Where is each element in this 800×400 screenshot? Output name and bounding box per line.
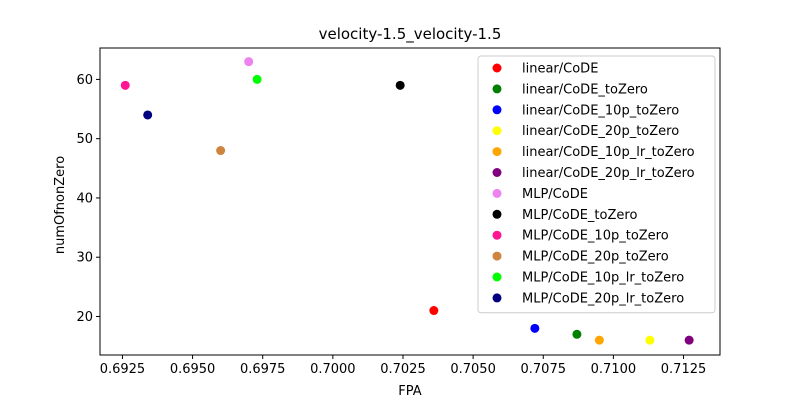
legend-marker [492, 105, 502, 115]
legend-marker [492, 209, 502, 219]
x-tick-label: 0.6975 [240, 362, 286, 377]
data-point [216, 146, 226, 156]
y-tick-label: 50 [76, 132, 93, 147]
data-point [645, 335, 655, 345]
x-axis-label: FPA [398, 384, 421, 399]
x-tick-label: 0.7000 [310, 362, 356, 377]
data-point [594, 335, 604, 345]
legend-marker [492, 168, 502, 177]
x-tick-label: 0.7075 [521, 362, 567, 377]
y-tick-label: 20 [76, 310, 93, 325]
x-tick-label: 0.7025 [380, 362, 426, 377]
data-point [572, 329, 582, 339]
legend-marker [492, 188, 502, 198]
y-tick-label: 40 [76, 191, 93, 206]
data-point [395, 80, 405, 90]
legend-label: linear/CoDE_20p_toZero [522, 124, 679, 139]
chart-title: velocity-1.5_velocity-1.5 [319, 25, 502, 44]
legend-marker [492, 272, 502, 282]
axes-frame [99, 47, 721, 356]
legend-label: MLP/CoDE_10p_lr_toZero [522, 271, 684, 286]
legend-label: MLP/CoDE_20p_toZero [522, 250, 669, 265]
legend-marker [492, 293, 502, 303]
x-tick-label: 0.7100 [591, 362, 637, 377]
x-tick-label: 0.6925 [100, 362, 146, 377]
data-point [143, 110, 153, 120]
y-tick-label: 30 [76, 251, 93, 266]
legend-marker [492, 63, 502, 73]
legend-label: linear/CoDE_toZero [522, 82, 648, 97]
legend: linear/CoDE linear/CoDE_toZero linear/CoDE… [477, 55, 716, 314]
legend-label: linear/CoDE_10p_lr_toZero [522, 145, 695, 160]
y-tick-label: 60 [76, 73, 93, 88]
data-point [244, 57, 254, 67]
data-point [429, 306, 439, 316]
data-point [684, 335, 694, 345]
plot-area: 0.6925 0.6950 0.6975 0.7000 0.7025 0.7050 0.70… [76, 47, 721, 377]
data-point [252, 74, 262, 84]
legend-box [477, 55, 716, 314]
legend-label: MLP/CoDE_toZero [522, 208, 637, 223]
legend-marker [492, 230, 502, 240]
legend-label: linear/CoDE [522, 62, 598, 77]
y-axis-label: numOfnonZero [53, 156, 68, 254]
data-point [120, 80, 130, 90]
legend-marker [492, 147, 502, 157]
data-point [530, 323, 540, 333]
legend-label: linear/CoDE_10p_toZero [522, 103, 679, 118]
x-tick-label: 0.7125 [661, 362, 707, 377]
x-tick-label: 0.6950 [170, 362, 216, 377]
legend-marker [492, 251, 502, 261]
legend-label: MLP/CoDE [522, 187, 588, 202]
legend-label: MLP/CoDE_10p_toZero [522, 229, 669, 244]
legend-marker [492, 126, 502, 136]
legend-marker [492, 84, 502, 94]
legend-label: linear/CoDE_20p_lr_toZero [522, 166, 695, 181]
legend-label: MLP/CoDE_20p_lr_toZero [522, 291, 684, 306]
x-tick-label: 0.7050 [450, 362, 496, 377]
